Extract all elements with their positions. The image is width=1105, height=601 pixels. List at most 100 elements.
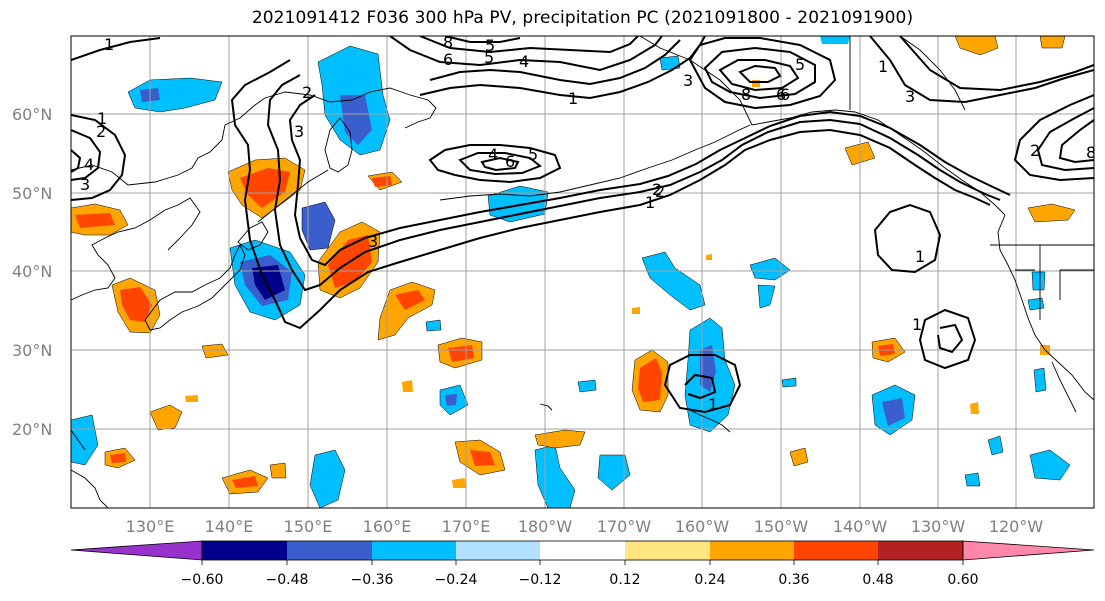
colorbar-tick-label: 0.24 — [694, 572, 725, 588]
pv-label: 1 — [912, 315, 922, 334]
precip-shading — [71, 36, 1076, 508]
lon-label-130e: 130°E — [126, 517, 175, 536]
pv-contour-1 — [663, 354, 742, 414]
precip-negative-area — [71, 414, 99, 466]
colorbar-tick-label: −0.48 — [266, 572, 309, 588]
pv-label: 4 — [519, 52, 529, 71]
pv-label: 1 — [97, 109, 107, 128]
pv-contour-5 — [458, 152, 542, 176]
pv-label: 8 — [741, 85, 751, 104]
lon-label-160e: 160°E — [363, 517, 412, 536]
colorbar-bin — [287, 541, 372, 560]
asia-coastline — [71, 87, 437, 186]
colorbar-tick-label: −0.36 — [351, 572, 394, 588]
aleutian-islands — [439, 124, 751, 201]
colorbar-bin — [540, 541, 625, 560]
kamchatka-coastline — [324, 117, 353, 173]
colorbar-extend-high — [962, 540, 1095, 561]
north-america-coast — [997, 214, 1094, 401]
pv-label: 5 — [795, 55, 805, 74]
korea-coastline — [71, 197, 201, 301]
graticule — [71, 36, 1094, 508]
lon-label-140w: 140°W — [833, 517, 888, 536]
colorbar-tick-label: −0.24 — [435, 572, 478, 588]
longitude-labels: 130°E 140°E 150°E 160°E 170°E 180°W 170°… — [126, 517, 1044, 536]
colorbar-tick-label: 0.48 — [862, 572, 893, 588]
pv-contour-3 — [288, 94, 1011, 267]
map-frame — [70, 35, 1095, 509]
precip-positive-area — [1039, 36, 1066, 49]
colorbar-extend-low — [70, 540, 203, 561]
pv-contour-1 — [71, 37, 161, 61]
pv-contour-2 — [71, 129, 102, 181]
lon-label-150w: 150°W — [754, 517, 809, 536]
kuril-islands — [257, 169, 329, 223]
precip-negative-area — [597, 454, 631, 491]
lon-label-160w: 160°W — [675, 517, 730, 536]
pv-label: 2 — [652, 180, 662, 199]
lon-label-130w: 130°W — [911, 517, 966, 536]
lon-label-170e: 170°E — [442, 517, 491, 536]
pv-contour-1 — [869, 36, 1094, 104]
precip-positive-area — [789, 447, 809, 467]
pv-contour-2 — [266, 74, 1001, 292]
colorbar-tick-label: 0.60 — [947, 572, 978, 588]
pv-label: 1 — [568, 89, 578, 108]
pv-label: 1 — [878, 57, 888, 76]
precip-positive-area — [201, 343, 229, 359]
precip-negative-area — [127, 77, 223, 113]
colorbar-bin — [878, 541, 963, 560]
pv-label: 1 — [645, 193, 655, 212]
philippines-coastline — [71, 469, 109, 508]
pv-label: 3 — [905, 87, 915, 106]
japan-coastline — [144, 243, 246, 331]
pv-label: 2 — [96, 122, 106, 141]
pv-label: 5 — [528, 145, 538, 164]
pv-label: 5 — [485, 36, 495, 55]
pv-contour-labels: 1 2 3 4 5 6 8 1 2 3 4 5 6 8 1 2 3 4 5 6 … — [80, 36, 1096, 414]
pv-label: 3 — [368, 232, 378, 251]
pv-contour-1 — [918, 308, 977, 370]
pv-label: 2 — [302, 83, 312, 102]
pv-label: 2 — [1030, 141, 1040, 160]
pv-contour-3 — [688, 37, 837, 110]
baja-coastline — [1051, 361, 1077, 413]
pv-contour-5 — [703, 46, 816, 100]
colorbar-tick-label: −0.12 — [519, 572, 562, 588]
precip-positive-area — [954, 36, 999, 56]
colorbar-bin — [625, 541, 710, 560]
pv-contour-5 — [444, 36, 521, 43]
lat-label-50n: 50°N — [12, 184, 52, 203]
pv-contour-4 — [428, 144, 562, 184]
lon-label-140e: 140°E — [205, 517, 254, 536]
colorbar-bin — [794, 541, 878, 560]
pv-label: 6 — [443, 50, 453, 69]
colorbar-tick-label: 0.36 — [778, 572, 809, 588]
pv-contour-2 — [1036, 107, 1094, 172]
colorbar: −0.60 −0.48 −0.36 −0.24 −0.12 0.12 0.24 … — [70, 540, 1095, 588]
map-title: 2021091412 F036 300 hPa PV, precipitatio… — [251, 8, 914, 28]
precip-negative-area — [749, 257, 791, 281]
precip-positive-area — [149, 404, 183, 431]
pv-contour-6 — [480, 156, 520, 172]
colorbar-bin — [202, 541, 287, 560]
precip-positive-area — [1027, 203, 1076, 223]
pv-contour-1 — [230, 59, 991, 330]
pv-contour-8 — [738, 64, 782, 83]
precip-negative-area — [641, 251, 706, 311]
alaska-coastline — [639, 36, 1006, 216]
pv-contour-3 — [389, 36, 663, 72]
colorbar-tick-label: −0.60 — [181, 572, 224, 588]
pv-label: 5 — [484, 48, 494, 67]
pv-label: 8 — [1086, 143, 1096, 162]
pv-label: 4 — [488, 145, 498, 164]
lon-label-170w: 170°W — [597, 517, 652, 536]
pv-contour-3 — [1058, 119, 1094, 164]
lon-label-120w: 120°W — [989, 517, 1044, 536]
lon-label-150e: 150°E — [284, 517, 333, 536]
pv-contour-1 — [71, 114, 127, 201]
pv-label: 2 — [655, 182, 665, 201]
pv-label: 6 — [505, 152, 515, 171]
pv-contour-1 — [873, 203, 942, 274]
